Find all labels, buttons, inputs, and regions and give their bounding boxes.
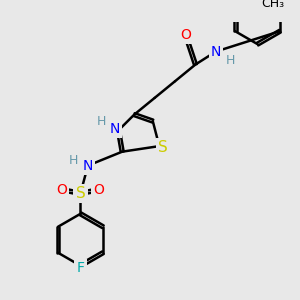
Text: O: O: [94, 183, 104, 197]
Text: H: H: [97, 115, 106, 128]
Text: H: H: [226, 54, 235, 67]
Text: O: O: [181, 28, 192, 42]
Text: CH₃: CH₃: [261, 0, 284, 10]
Text: N: N: [211, 45, 221, 58]
Text: S: S: [76, 186, 85, 201]
Text: N: N: [110, 122, 120, 136]
Text: F: F: [76, 262, 85, 275]
Text: N: N: [83, 159, 93, 172]
Text: S: S: [158, 140, 168, 155]
Text: H: H: [68, 154, 78, 166]
Text: O: O: [56, 183, 68, 197]
